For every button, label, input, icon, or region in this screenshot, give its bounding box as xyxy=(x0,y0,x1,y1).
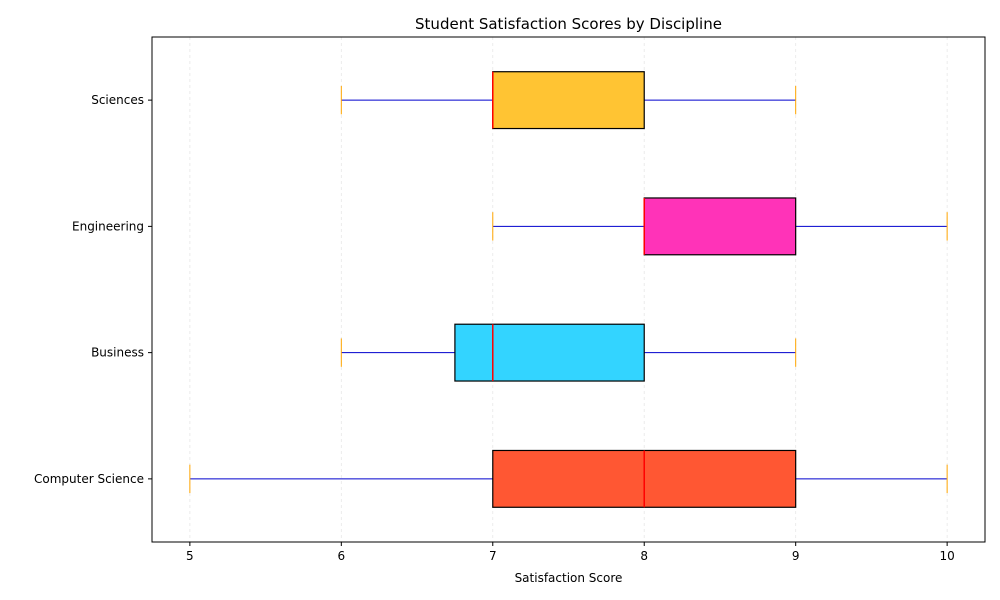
y-tick-label: Engineering xyxy=(72,219,144,233)
plot-frame xyxy=(151,36,986,543)
x-axis-ticks: 5 6 7 8 9 10 xyxy=(186,542,955,563)
chart-title: Student Satisfaction Scores by Disciplin… xyxy=(415,15,722,33)
y-tick-label: Business xyxy=(91,346,144,360)
x-tick-label: 5 xyxy=(186,549,194,563)
box xyxy=(643,197,797,256)
x-tick-label: 7 xyxy=(489,549,497,563)
x-tick-label: 6 xyxy=(337,549,345,563)
x-tick-label: 10 xyxy=(939,549,954,563)
box xyxy=(454,323,645,382)
box-group xyxy=(189,71,948,508)
box xyxy=(492,71,645,130)
y-axis-ticks: Computer Science Business Engineering Scien… xyxy=(34,93,152,486)
y-tick-label: Sciences xyxy=(91,93,144,107)
y-tick-label: Computer Science xyxy=(34,472,144,486)
x-tick-label: 8 xyxy=(640,549,648,563)
x-axis-label: Satisfaction Score xyxy=(515,571,623,585)
x-tick-label: 9 xyxy=(792,549,800,563)
